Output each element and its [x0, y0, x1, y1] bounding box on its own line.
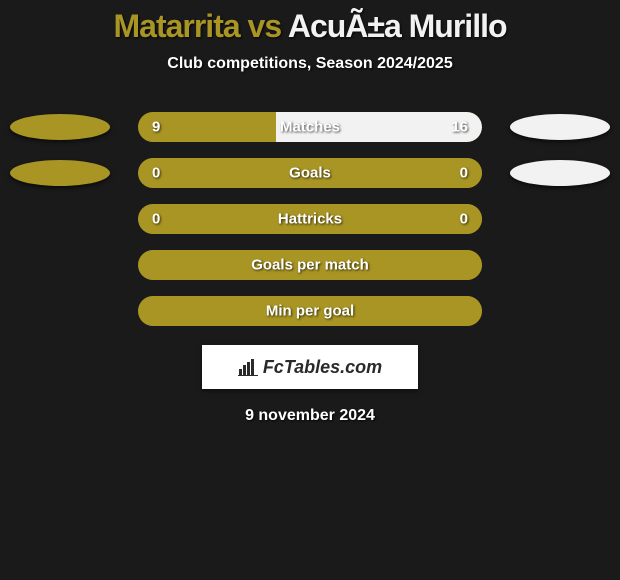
side-badge-right [510, 114, 610, 140]
stat-bar: 0 0 Hattricks [138, 204, 482, 234]
side-spacer [510, 206, 610, 232]
stat-row: Goals per match [0, 249, 620, 281]
stat-left-value: 0 [152, 165, 160, 182]
logo-label: FcTables.com [263, 357, 382, 378]
title-player2: AcuÃ±a Murillo [288, 8, 507, 44]
logo-box: FcTables.com [202, 345, 418, 389]
stat-bar: 9 16 Matches [138, 112, 482, 142]
stat-row: 0 0 Hattricks [0, 203, 620, 235]
stat-right-value: 0 [460, 211, 468, 228]
title-vs: vs [248, 8, 282, 44]
date-label: 9 november 2024 [245, 407, 375, 425]
title-player1: Matarrita [113, 8, 239, 44]
stat-right-value: 16 [451, 119, 468, 136]
stat-left-value: 0 [152, 211, 160, 228]
stat-row: 0 0 Goals [0, 157, 620, 189]
side-badge-right [510, 160, 610, 186]
stat-bar: Goals per match [138, 250, 482, 280]
stat-right-value: 0 [460, 165, 468, 182]
stat-rows: 9 16 Matches 0 0 Goals 0 0 Hattricks Goals per ma… [0, 111, 620, 327]
comparison-card: Matarrita vs AcuÃ±a Murillo Club competi… [0, 0, 620, 425]
stat-row: Min per goal [0, 295, 620, 327]
stat-label: Goals per match [251, 257, 369, 274]
bar-chart-icon [238, 358, 258, 376]
side-spacer [510, 252, 610, 278]
side-badge-left [10, 114, 110, 140]
stat-row: 9 16 Matches [0, 111, 620, 143]
stat-bar: Min per goal [138, 296, 482, 326]
stat-bar: 0 0 Goals [138, 158, 482, 188]
logo-text: FcTables.com [238, 357, 382, 378]
stat-left-value: 9 [152, 119, 160, 136]
side-spacer [10, 206, 110, 232]
stat-label: Goals [289, 165, 331, 182]
side-spacer [10, 252, 110, 278]
stat-label: Min per goal [266, 303, 354, 320]
page-title: Matarrita vs AcuÃ±a Murillo [113, 8, 506, 45]
side-spacer [510, 298, 610, 324]
stat-label: Matches [280, 119, 340, 136]
side-badge-left [10, 160, 110, 186]
side-spacer [10, 298, 110, 324]
stat-label: Hattricks [278, 211, 342, 228]
subtitle: Club competitions, Season 2024/2025 [167, 55, 452, 73]
